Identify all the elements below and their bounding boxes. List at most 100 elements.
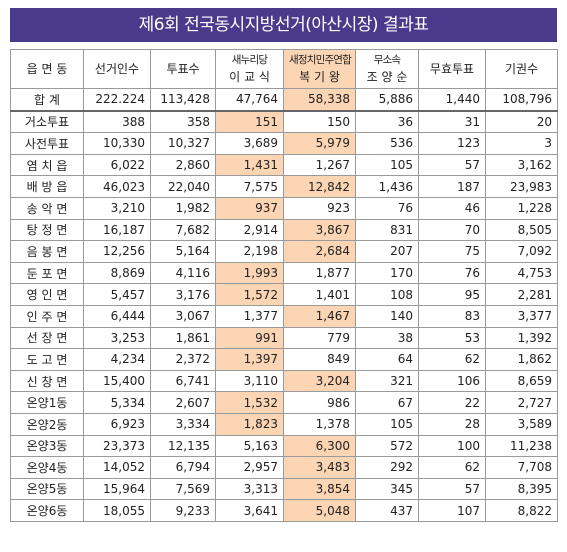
party-name: 무소속 bbox=[373, 54, 401, 66]
cell-value: 5,886 bbox=[355, 87, 419, 112]
cell-value: 23,983 bbox=[485, 175, 558, 198]
cell-value: 1,436 bbox=[355, 175, 419, 198]
cell-value: 292 bbox=[355, 456, 419, 479]
cell-value: 1,823 bbox=[215, 412, 284, 436]
row-label: 온양1동 bbox=[10, 391, 84, 414]
row-label: 염 치 읍 bbox=[10, 153, 84, 177]
table-row: 온양6동 18,055 9,233 3,641 5,048 437 107 8,822 bbox=[10, 499, 558, 522]
cell-value: 15,964 bbox=[83, 477, 151, 501]
cell-value: 57 bbox=[418, 153, 486, 177]
cell-value: 62 bbox=[418, 456, 486, 479]
row-label: 둔 포 면 bbox=[10, 261, 84, 285]
cell-value: 1,572 bbox=[215, 283, 284, 306]
table-row: 탕 정 면 16,187 7,682 2,914 3,867 831 70 8,505 bbox=[10, 218, 558, 242]
header-text: 선거인수 bbox=[94, 61, 140, 76]
cell-value: 2,684 bbox=[283, 240, 356, 263]
header-text: 복 기 왕 bbox=[299, 70, 340, 84]
header-text: 읍 면 동 bbox=[26, 61, 68, 76]
header-text: 기권수 bbox=[504, 61, 539, 76]
row-label: 거소투표 bbox=[10, 110, 84, 134]
cell-value: 46,023 bbox=[83, 175, 151, 198]
cell-value: 31 bbox=[418, 110, 486, 134]
cell-value: 923 bbox=[283, 196, 356, 220]
cell-value: 108 bbox=[355, 283, 419, 306]
table-row: 영 인 면 5,457 3,176 1,572 1,401 108 95 2,281 bbox=[10, 283, 558, 306]
cell-value: 108,796 bbox=[485, 87, 558, 112]
cell-value: 1,431 bbox=[215, 153, 284, 177]
cell-value: 3,689 bbox=[215, 132, 284, 155]
table-row: 합 계 222.224 113,428 47,764 58,338 5,886 1,440 1… bbox=[10, 87, 558, 112]
column-header: 읍 면 동 bbox=[10, 49, 84, 89]
cell-value: 12,842 bbox=[283, 175, 356, 198]
cell-value: 46 bbox=[418, 196, 486, 220]
table-row: 온양3동 23,373 12,135 5,163 6,300 572 100 11,238 bbox=[10, 434, 558, 458]
cell-value: 3,176 bbox=[150, 283, 216, 306]
table-row: 둔 포 면 8,869 4,116 1,993 1,877 170 76 4,753 bbox=[10, 261, 558, 285]
cell-value: 991 bbox=[215, 326, 284, 350]
table-body: 합 계 222.224 113,428 47,764 58,338 5,886 1,440 1… bbox=[10, 87, 558, 522]
column-header: 기권수 bbox=[485, 49, 558, 89]
cell-value: 7,092 bbox=[485, 240, 558, 263]
header-text: 조 양 순 bbox=[366, 70, 408, 84]
cell-value: 10,330 bbox=[83, 132, 151, 155]
cell-value: 107 bbox=[418, 499, 486, 522]
cell-value: 170 bbox=[355, 261, 419, 285]
cell-value: 3,110 bbox=[215, 369, 284, 393]
row-label: 영 인 면 bbox=[10, 283, 84, 306]
header-text: 투표수 bbox=[166, 61, 200, 76]
cell-value: 8,659 bbox=[485, 369, 558, 393]
cell-value: 53 bbox=[418, 326, 486, 350]
title-bar: 제6회 전국동시지방선거(아산시장) 결과표 bbox=[10, 8, 557, 42]
cell-value: 105 bbox=[355, 412, 419, 436]
cell-value: 2,372 bbox=[150, 348, 216, 371]
cell-value: 76 bbox=[418, 261, 486, 285]
cell-value: 3,162 bbox=[485, 153, 558, 177]
row-label: 인 주 면 bbox=[10, 304, 84, 328]
cell-value: 15,400 bbox=[83, 369, 151, 393]
cell-value: 11,238 bbox=[485, 434, 558, 458]
cell-value: 6,444 bbox=[83, 304, 151, 328]
cell-value: 150 bbox=[283, 110, 356, 134]
cell-value: 6,022 bbox=[83, 153, 151, 177]
cell-value: 187 bbox=[418, 175, 486, 198]
cell-value: 23,373 bbox=[83, 434, 151, 458]
row-label: 온양5동 bbox=[10, 477, 84, 501]
cell-value: 8,869 bbox=[83, 261, 151, 285]
cell-value: 1,267 bbox=[283, 153, 356, 177]
cell-value: 1,862 bbox=[485, 348, 558, 371]
cell-value: 3,210 bbox=[83, 196, 151, 220]
table-row: 신 창 면 15,400 6,741 3,110 3,204 321 106 8,659 bbox=[10, 369, 558, 393]
cell-value: 1,392 bbox=[485, 326, 558, 350]
cell-value: 4,753 bbox=[485, 261, 558, 285]
cell-value: 123 bbox=[418, 132, 486, 155]
cell-value: 3,589 bbox=[485, 412, 558, 436]
column-header: 선거인수 bbox=[83, 49, 151, 89]
column-header: 새누리당 이 교 식 bbox=[215, 49, 284, 89]
cell-value: 1,877 bbox=[283, 261, 356, 285]
row-label: 사전투표 bbox=[10, 132, 84, 155]
row-label: 합 계 bbox=[10, 87, 84, 112]
cell-value: 1,397 bbox=[215, 348, 284, 371]
table-row: 거소투표 388 358 151 150 36 31 20 bbox=[10, 110, 558, 134]
table-row: 배 방 읍 46,023 22,040 7,575 12,842 1,436 187 23,9… bbox=[10, 175, 558, 198]
cell-value: 100 bbox=[418, 434, 486, 458]
cell-value: 1,228 bbox=[485, 196, 558, 220]
cell-value: 2,860 bbox=[150, 153, 216, 177]
cell-value: 345 bbox=[355, 477, 419, 501]
table-row: 온양1동 5,334 2,607 1,532 986 67 22 2,727 bbox=[10, 391, 558, 414]
cell-value: 57 bbox=[418, 477, 486, 501]
cell-value: 536 bbox=[355, 132, 419, 155]
cell-value: 62 bbox=[418, 348, 486, 371]
cell-value: 937 bbox=[215, 196, 284, 220]
cell-value: 10,327 bbox=[150, 132, 216, 155]
cell-value: 4,234 bbox=[83, 348, 151, 371]
cell-value: 9,233 bbox=[150, 499, 216, 522]
row-label: 온양6동 bbox=[10, 499, 84, 522]
cell-value: 1,993 bbox=[215, 261, 284, 285]
cell-value: 16,187 bbox=[83, 218, 151, 242]
cell-value: 2,727 bbox=[485, 391, 558, 414]
cell-value: 5,164 bbox=[150, 240, 216, 263]
column-header: 새정치민주연합 복 기 왕 bbox=[283, 49, 356, 89]
cell-value: 1,378 bbox=[283, 412, 356, 436]
